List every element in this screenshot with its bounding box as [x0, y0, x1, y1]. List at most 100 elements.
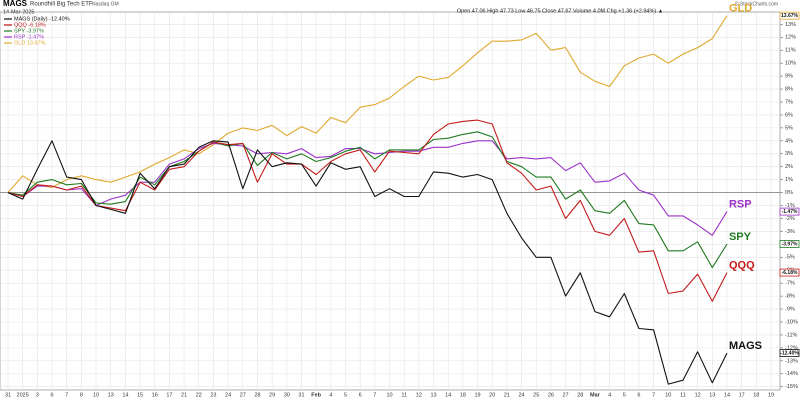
- x-tick-label: 19: [474, 392, 480, 398]
- x-tick-label: 31: [298, 392, 304, 398]
- end-value-box: [779, 11, 800, 20]
- series-end-name: MAGS: [729, 340, 762, 352]
- x-tick-label: 21: [504, 392, 510, 398]
- y-tick-label: -5%: [785, 255, 795, 261]
- x-tick-label: 7: [373, 392, 376, 398]
- series-line: [7, 131, 728, 269]
- x-tick-label: 13: [108, 392, 114, 398]
- y-tick-label: -11%: [785, 332, 798, 338]
- x-tick-label: 15: [137, 392, 143, 398]
- x-tick-label: 16: [152, 392, 158, 398]
- x-tick-label: 10: [93, 392, 99, 398]
- x-tick-label: 27: [240, 392, 246, 398]
- series-line: [7, 140, 728, 236]
- x-tick-label: 6: [50, 392, 53, 398]
- x-tick-label: 13: [430, 392, 436, 398]
- y-tick-label: 6%: [785, 112, 793, 118]
- x-tick-label: 5: [344, 392, 347, 398]
- symbol: MAGS: [3, 0, 28, 8]
- x-tick-label: 4: [329, 392, 332, 398]
- x-tick-label: 12: [695, 392, 701, 398]
- x-tick-label: 2025: [17, 392, 29, 398]
- title: Roundhill Big Tech ETF: [30, 2, 93, 8]
- end-value-label: 13.67%: [781, 13, 799, 19]
- x-tick-label: 7: [65, 392, 68, 398]
- x-tick-label: 3: [36, 392, 39, 398]
- date: 14-Mar-2025: [3, 9, 35, 15]
- x-tick-label: 14: [122, 392, 128, 398]
- y-tick-label: 3%: [785, 151, 793, 157]
- x-tick-label: 7: [652, 392, 655, 398]
- x-tick-label: 23: [210, 392, 216, 398]
- series-end-name: RSP: [729, 199, 752, 211]
- end-value-label: -12.40%: [780, 350, 799, 356]
- x-tick-label: 10: [665, 392, 671, 398]
- series-line: [7, 140, 728, 385]
- y-tick-label: -9%: [785, 307, 795, 313]
- x-tick-label: 25: [533, 392, 539, 398]
- legend-label: GLD 13.67%: [14, 40, 46, 46]
- x-tick-label: 18: [753, 392, 759, 398]
- end-value-label: -6.18%: [782, 270, 798, 276]
- x-tick-label: 13: [709, 392, 715, 398]
- exchange: Nasdaq GM: [92, 1, 119, 7]
- x-tick-label: Feb: [311, 392, 321, 398]
- end-value-box: [779, 349, 800, 357]
- y-tick-label: 5%: [785, 125, 793, 131]
- quote: Open 47.06 High 47.73 Low 46.75 Close 47…: [457, 8, 663, 14]
- x-tick-label: 28: [577, 392, 583, 398]
- x-tick-label: 29: [269, 392, 275, 398]
- legend-label: SPY -3.97%: [14, 28, 44, 34]
- x-tick-label: 10: [386, 392, 392, 398]
- y-tick-label: 8%: [785, 87, 793, 93]
- x-tick-label: 12: [416, 392, 422, 398]
- y-tick-label: 1%: [785, 177, 793, 183]
- series-end-name: GLD: [729, 3, 752, 15]
- legend-label: MAGS (Daily) -12.40%: [14, 16, 70, 22]
- y-tick-label: 13%: [785, 22, 796, 28]
- y-tick-label: 10%: [785, 61, 796, 67]
- x-tick-label: 5: [623, 392, 626, 398]
- x-tick-label: 6: [637, 392, 640, 398]
- source: © StockCharts.com: [735, 0, 778, 7]
- x-tick-label: 27: [563, 392, 569, 398]
- x-tick-label: Mar: [590, 392, 601, 398]
- y-tick-label: 11%: [785, 48, 796, 54]
- x-tick-label: 17: [739, 392, 745, 398]
- y-tick-label: -1%: [785, 203, 795, 209]
- y-tick-label: -10%: [785, 319, 798, 325]
- x-tick-label: 8: [80, 392, 83, 398]
- x-tick-label: 14: [445, 392, 451, 398]
- series-end-name: SPY: [729, 231, 752, 243]
- x-tick-label: 18: [460, 392, 466, 398]
- y-tick-label: 2%: [785, 164, 793, 170]
- y-tick-label: 0%: [785, 190, 793, 196]
- x-tick-label: 4: [608, 392, 611, 398]
- y-tick-label: -8%: [785, 294, 795, 300]
- x-tick-label: 24: [225, 392, 231, 398]
- x-tick-label: 31: [5, 392, 11, 398]
- x-tick-label: 17: [166, 392, 172, 398]
- y-tick-label: -2%: [785, 216, 795, 222]
- x-tick-label: 19: [768, 392, 774, 398]
- x-tick-label: 28: [254, 392, 260, 398]
- x-tick-label: 30: [284, 392, 290, 398]
- x-tick-label: 22: [196, 392, 202, 398]
- series-line: [7, 15, 728, 193]
- plot-frame: [0, 11, 781, 391]
- x-tick-label: 20: [489, 392, 495, 398]
- end-value-box: [779, 240, 800, 248]
- x-tick-label: 24: [518, 392, 524, 398]
- y-tick-label: 12%: [785, 35, 796, 41]
- y-tick-label: -12%: [785, 345, 798, 351]
- y-tick-label: -13%: [785, 358, 798, 364]
- series-end-name: QQQ: [729, 259, 755, 271]
- end-value-box: [779, 207, 800, 216]
- x-tick-label: 26: [548, 392, 554, 398]
- end-value-label: -3.97%: [782, 241, 798, 247]
- x-tick-label: 11: [401, 392, 407, 398]
- legend-label: QQQ -6.18%: [14, 22, 46, 28]
- x-tick-label: 21: [181, 392, 187, 398]
- y-tick-label: 7%: [785, 99, 793, 105]
